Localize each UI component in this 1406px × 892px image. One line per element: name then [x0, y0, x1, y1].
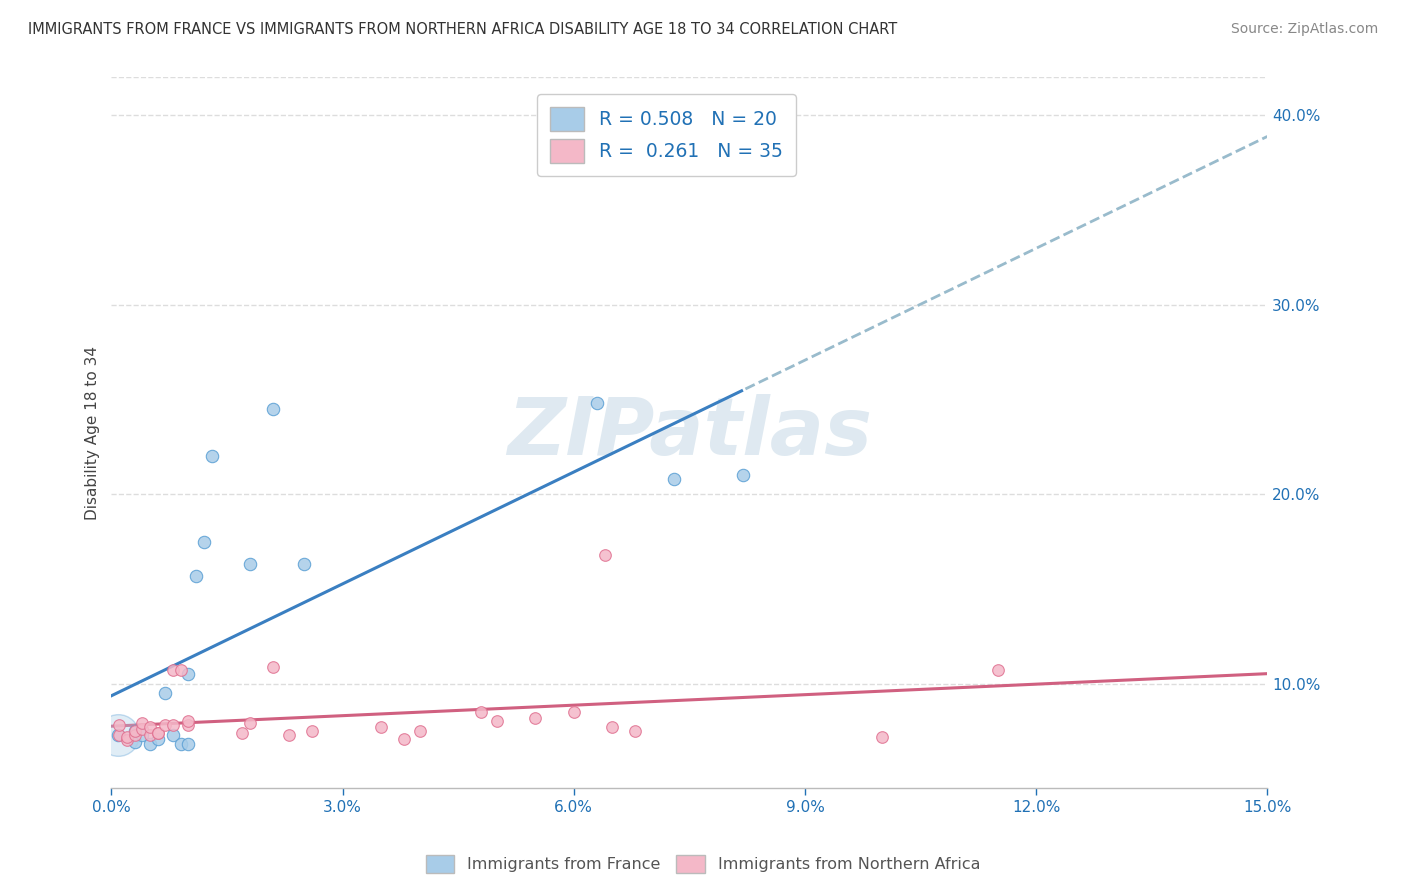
Point [262, 401, 284, 416]
Point [593, 548, 616, 562]
Point [262, 659, 284, 673]
Point [177, 718, 200, 732]
Point [124, 728, 146, 742]
Point [170, 663, 193, 677]
Point [146, 731, 169, 746]
Point [239, 558, 262, 572]
Point [124, 723, 146, 738]
Point [394, 731, 416, 746]
Point [301, 723, 323, 738]
Point [586, 396, 609, 410]
Point [115, 733, 138, 747]
Y-axis label: Disability Age 18 to 34: Disability Age 18 to 34 [86, 345, 100, 520]
Point [200, 450, 222, 464]
Point [139, 728, 162, 742]
Point [162, 728, 184, 742]
Point [624, 723, 647, 738]
Point [524, 711, 547, 725]
Point [177, 737, 200, 751]
Point [239, 716, 262, 731]
Point [162, 718, 184, 732]
Point [177, 714, 200, 729]
Point [870, 730, 893, 744]
Point [131, 722, 153, 736]
Point [108, 728, 131, 742]
Point [155, 686, 177, 700]
Point [733, 468, 755, 483]
Text: Source: ZipAtlas.com: Source: ZipAtlas.com [1230, 22, 1378, 37]
Point [177, 667, 200, 681]
Legend: R = 0.508   N = 20, R =  0.261   N = 35: R = 0.508 N = 20, R = 0.261 N = 35 [537, 94, 796, 176]
Point [370, 720, 392, 734]
Text: ZIPatlas: ZIPatlas [508, 393, 872, 472]
Point [139, 720, 162, 734]
Point [139, 737, 162, 751]
Point [485, 714, 508, 729]
Point [231, 726, 253, 740]
Point [662, 472, 685, 486]
Legend: Immigrants from France, Immigrants from Northern Africa: Immigrants from France, Immigrants from … [419, 848, 987, 880]
Point [146, 726, 169, 740]
Point [162, 663, 184, 677]
Point [277, 728, 299, 742]
Point [155, 718, 177, 732]
Point [124, 723, 146, 738]
Point [146, 726, 169, 740]
Point [131, 716, 153, 731]
Point [124, 735, 146, 749]
Point [292, 558, 315, 572]
Point [107, 728, 129, 742]
Point [193, 534, 215, 549]
Point [131, 728, 153, 742]
Point [115, 730, 138, 744]
Point [470, 705, 492, 719]
Point [170, 737, 193, 751]
Point [987, 663, 1010, 677]
Point [107, 728, 129, 742]
Point [186, 568, 208, 582]
Point [108, 718, 131, 732]
Point [408, 723, 430, 738]
Text: IMMIGRANTS FROM FRANCE VS IMMIGRANTS FROM NORTHERN AFRICA DISABILITY AGE 18 TO 3: IMMIGRANTS FROM FRANCE VS IMMIGRANTS FRO… [28, 22, 897, 37]
Point [562, 705, 585, 719]
Point [602, 720, 624, 734]
